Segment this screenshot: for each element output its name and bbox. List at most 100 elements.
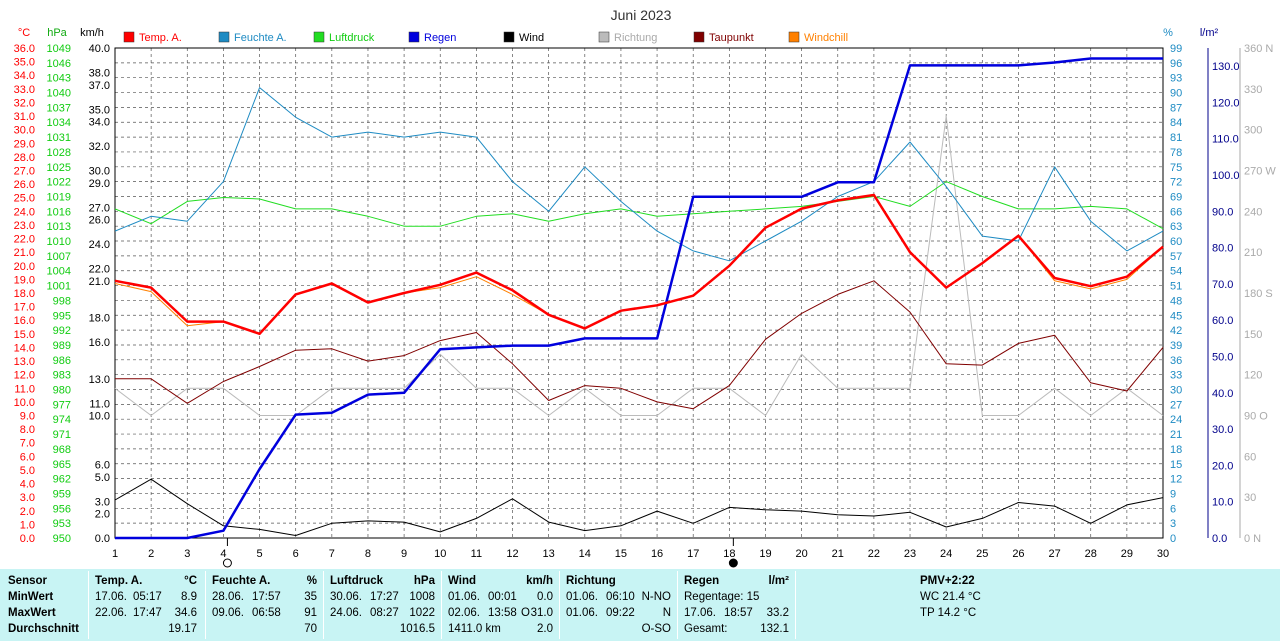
- temp-tick: 0.0: [20, 533, 35, 545]
- stats-sensor-title: Sensor: [8, 575, 47, 587]
- rain-tick: 90.0: [1212, 206, 1233, 218]
- x-tick-label: 3: [184, 548, 190, 560]
- pressure-tick: 989: [53, 340, 71, 352]
- direction-tick: 30: [1244, 492, 1256, 504]
- stats-pressure-min-time: 17:27: [370, 591, 399, 603]
- legend-item: Wind: [503, 31, 544, 44]
- wind-tick: 38.0: [89, 68, 110, 80]
- humidity-tick: 75: [1170, 162, 1182, 174]
- weather-chart: Juni 2023 °C hPa km/h% l/m² Temp. A. Feuchte…: [14, 7, 1276, 568]
- rain-tick: 10.0: [1212, 497, 1233, 509]
- wind-tick: 26.0: [89, 215, 110, 227]
- rain-tick: 0.0: [1212, 533, 1227, 545]
- humidity-tick: 81: [1170, 132, 1182, 144]
- temp-tick: 32.0: [14, 97, 35, 109]
- pressure-tick: 965: [53, 459, 71, 471]
- stats-direction: Richtung 01.06. 06:10 N-NO 01.06. 09:22 …: [560, 569, 677, 641]
- wind-tick: 2.0: [95, 509, 110, 521]
- stats-pmv-title: PMV+2:22: [920, 575, 975, 587]
- pressure-tick: 959: [53, 488, 71, 500]
- pressure-tick: 977: [53, 399, 71, 411]
- legend-item: Windchill: [788, 31, 848, 44]
- stats-rain: Regen l/m² Regentage: 15 17.06. 18:57 33…: [678, 569, 795, 641]
- temp-tick: 1.0: [20, 519, 35, 531]
- legend-swatch: [788, 31, 800, 43]
- x-tick-label: 15: [615, 548, 627, 560]
- legend-label: Richtung: [614, 32, 657, 44]
- stats-rain-unit: l/m²: [768, 575, 789, 587]
- stats-row-min: MinWert: [8, 591, 54, 603]
- series-line-taupunkt: [115, 280, 1164, 410]
- stats-rain-title: Regen: [684, 575, 720, 587]
- series-line-regen: [115, 57, 1163, 540]
- new-moon-icon: [222, 558, 232, 568]
- direction-tick: 60: [1244, 451, 1256, 463]
- temp-tick: 35.0: [14, 57, 35, 69]
- humidity-tick: 99: [1170, 43, 1182, 55]
- x-tick-label: 23: [904, 548, 916, 560]
- stats-temp-min-val: 8.9: [181, 591, 197, 603]
- series-line-wind: [114, 478, 1164, 536]
- legend-swatch: [503, 31, 515, 43]
- stats-temp-min-time: 05:17: [133, 591, 162, 603]
- temp-tick: 8.0: [20, 424, 35, 436]
- x-tick-label: 13: [543, 548, 555, 560]
- x-tick-label: 24: [940, 548, 952, 560]
- pressure-tick: 986: [53, 355, 71, 367]
- x-tick-label: 14: [579, 548, 591, 560]
- stats-temp-min-date: 17.06.: [95, 591, 127, 603]
- pressure-tick: 995: [53, 310, 71, 322]
- temp-tick: 10.0: [14, 397, 35, 409]
- full-moon-icon: [728, 558, 738, 568]
- humidity-tick: 87: [1170, 102, 1182, 114]
- wind-tick: 30.0: [89, 166, 110, 178]
- pressure-tick: 1037: [47, 102, 71, 114]
- series-line-luftdruck: [114, 181, 1164, 230]
- wind-tick: 24.0: [89, 239, 110, 251]
- humidity-tick: 84: [1170, 117, 1182, 129]
- rain-tick: 20.0: [1212, 460, 1233, 472]
- pressure-tick: 1007: [47, 251, 71, 263]
- direction-tick: 210: [1244, 247, 1262, 259]
- humidity-tick: 12: [1170, 474, 1182, 486]
- humidity-tick: 93: [1170, 73, 1182, 85]
- humidity-tick: 78: [1170, 147, 1182, 159]
- x-tick-label: 29: [1121, 548, 1133, 560]
- rain-tick: 110.0: [1212, 134, 1239, 146]
- direction-tick: 270 W: [1244, 166, 1276, 178]
- stats-row-avg: Durchschnitt: [8, 623, 79, 635]
- direction-tick: 240: [1244, 206, 1262, 218]
- humidity-tick: 63: [1170, 221, 1182, 233]
- stats-temp-title: Temp. A.: [95, 575, 143, 587]
- humidity-unit-label: %: [1163, 27, 1173, 39]
- temp-tick: 6.0: [20, 451, 35, 463]
- wind-tick: 0.0: [95, 533, 110, 545]
- rain-tick: 60.0: [1212, 315, 1233, 327]
- x-tick-label: 7: [329, 548, 335, 560]
- stats-rain-max-time: 18:57: [724, 607, 753, 619]
- pressure-tick: 968: [53, 444, 71, 456]
- stats-wind-title: Wind: [448, 575, 476, 587]
- wind-tick: 22.0: [89, 264, 110, 276]
- humidity-tick: 57: [1170, 251, 1182, 263]
- stats-wind-max-val: 31.0: [530, 607, 553, 619]
- x-tick-label: 28: [1085, 548, 1097, 560]
- pressure-tick: 1022: [47, 177, 71, 189]
- stats-direction-max-time: 09:22: [606, 607, 635, 619]
- humidity-tick: 51: [1170, 281, 1182, 293]
- wind-tick: 6.0: [95, 460, 110, 472]
- pressure-tick: 980: [53, 385, 71, 397]
- pressure-tick: 950: [53, 533, 71, 545]
- pressure-tick: 1001: [47, 281, 71, 293]
- temp-tick: 30.0: [14, 125, 35, 137]
- rain-tick: 100.0: [1212, 170, 1240, 182]
- wind-tick: 18.0: [89, 313, 110, 325]
- legend-label: Luftdruck: [329, 32, 375, 44]
- x-tick-label: 27: [1048, 548, 1060, 560]
- stats-wind-total: 1411.0 km: [448, 623, 501, 635]
- temp-tick: 26.0: [14, 179, 35, 191]
- x-tick-label: 2: [148, 548, 154, 560]
- x-tick-label: 25: [976, 548, 988, 560]
- temp-tick: 9.0: [20, 411, 35, 423]
- rain-tick: 120.0: [1212, 97, 1240, 109]
